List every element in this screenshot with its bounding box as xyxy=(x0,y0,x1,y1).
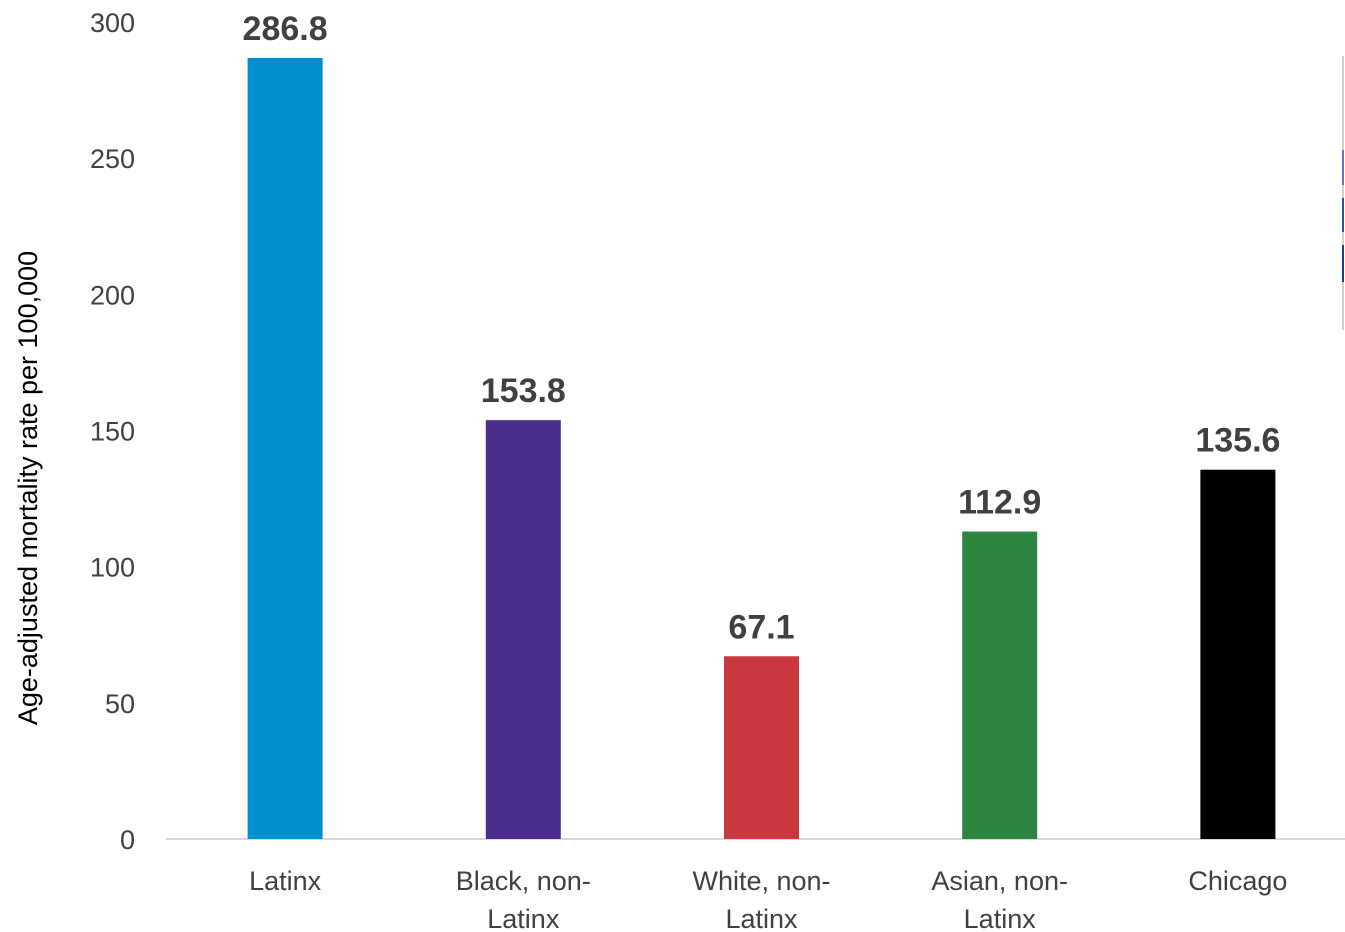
x-axis-labels: Latinx Black, non- Latinx White, non- Latinx… xyxy=(249,866,1287,932)
bar xyxy=(485,420,561,839)
data-label: 67.1 xyxy=(728,608,794,646)
x-tick-label: Latinx xyxy=(487,904,560,932)
x-tick-label: Latinx xyxy=(725,904,798,932)
bar xyxy=(962,531,1038,839)
x-tick-label: Chicago xyxy=(1188,866,1287,896)
y-tick-label: 250 xyxy=(90,144,135,174)
bar xyxy=(1200,469,1276,839)
data-labels-group: 286.8 153.8 67.1 112.9 135.6 xyxy=(243,10,1281,646)
y-tick-label: 0 xyxy=(120,825,135,855)
data-label: 153.8 xyxy=(481,372,566,410)
bar xyxy=(724,656,799,839)
y-axis-ticks: 0 50 100 150 200 250 300 xyxy=(90,8,135,855)
x-tick-label: Latinx xyxy=(249,866,322,896)
y-axis-title: Age-adjusted mortality rate per 100,000 xyxy=(13,251,43,725)
y-tick-label: 150 xyxy=(90,417,135,447)
x-tick-label: White, non- xyxy=(692,866,830,896)
y-tick-label: 100 xyxy=(90,553,135,583)
x-tick-label: Asian, non- xyxy=(931,866,1068,896)
y-tick-label: 300 xyxy=(90,8,135,38)
x-tick-label: Black, non- xyxy=(456,866,591,896)
x-tick-label: Latinx xyxy=(964,904,1037,932)
y-tick-label: 50 xyxy=(105,689,135,719)
data-label: 286.8 xyxy=(243,10,328,48)
data-label: 135.6 xyxy=(1195,422,1280,460)
bar xyxy=(247,57,323,839)
bars-group xyxy=(247,57,1276,839)
data-label: 112.9 xyxy=(958,484,1041,522)
y-tick-label: 200 xyxy=(90,280,135,310)
